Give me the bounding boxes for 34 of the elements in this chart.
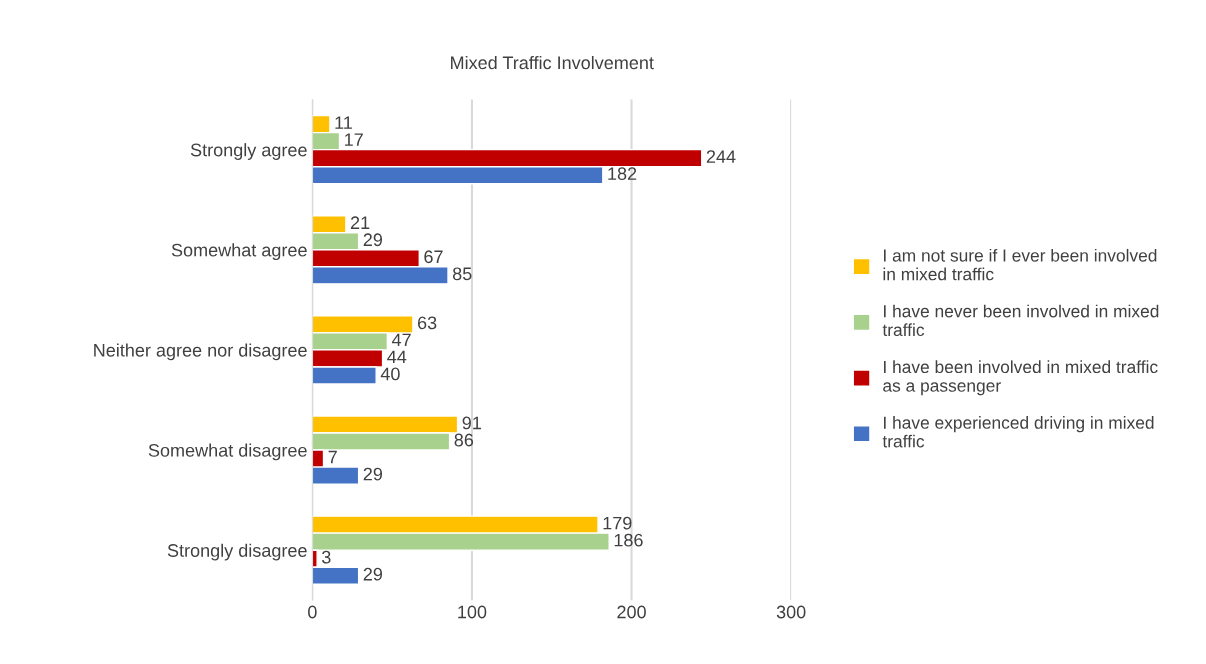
- legend-label: I have been involved in mixed traffic as a passenger: [883, 360, 1158, 396]
- data-label: 86: [454, 433, 474, 447]
- data-label: 29: [363, 467, 383, 481]
- data-label: 40: [380, 367, 400, 381]
- data-label: 67: [424, 250, 443, 264]
- data-label: 47: [391, 333, 411, 347]
- y-tick-label: Neither agree nor disagree: [94, 343, 307, 361]
- data-label: 244: [706, 150, 736, 163]
- legend-label: I have experienced driving in mixed traffic: [882, 416, 1154, 448]
- x-tick-label: 200: [617, 605, 646, 619]
- data-label: 29: [363, 233, 383, 247]
- data-label: 179: [603, 516, 632, 530]
- y-tick-label: Somewhat disagree: [148, 443, 307, 461]
- legend-label: I have never been involved in mixed traffic: [882, 304, 1159, 337]
- x-tick-label: 300: [776, 605, 806, 619]
- y-tick-label: Somewhat agree: [171, 243, 307, 261]
- data-label: 7: [328, 450, 337, 464]
- x-tick-label: 100: [458, 605, 487, 619]
- data-label: 91: [462, 416, 481, 430]
- data-label: 182: [608, 167, 637, 181]
- x-tick-label: 0: [308, 605, 317, 619]
- legend-label: I am not sure if I ever been involved in mixed traffic: [883, 248, 1157, 281]
- data-label: 21: [350, 216, 370, 229]
- data-label: 63: [417, 316, 437, 330]
- y-tick-label: Strongly disagree: [167, 543, 307, 561]
- data-label: 3: [322, 550, 331, 564]
- data-label: 85: [452, 267, 472, 281]
- y-tick-label: Strongly agree: [190, 143, 307, 160]
- data-label: 29: [363, 567, 383, 581]
- data-label: 186: [614, 533, 643, 547]
- data-label: 17: [345, 133, 363, 146]
- data-label: 44: [387, 350, 407, 364]
- data-label: 11: [335, 116, 352, 129]
- chart-title: Mixed Traffic Involvement: [451, 55, 654, 70]
